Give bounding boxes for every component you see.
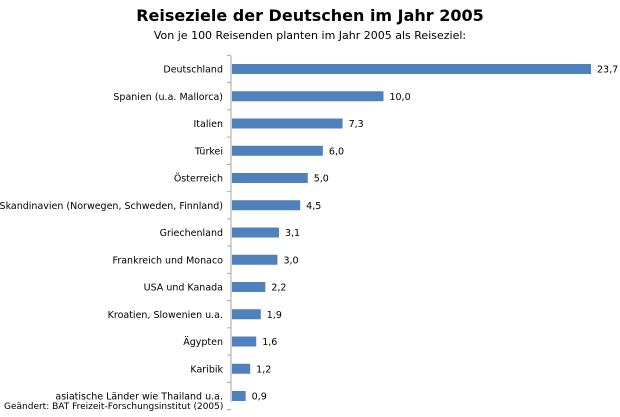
bar — [232, 282, 266, 292]
data-label: 3,1 — [285, 228, 300, 239]
data-label: 7,3 — [349, 119, 364, 130]
data-label: 5,0 — [314, 174, 329, 185]
category-label: Italien — [194, 119, 224, 130]
data-label: 1,9 — [267, 310, 282, 321]
bar — [232, 145, 323, 156]
category-label: Griechenland — [160, 228, 223, 239]
bar — [232, 64, 591, 74]
data-label: 1,6 — [262, 337, 277, 348]
category-label: Deutschland — [163, 65, 223, 76]
bar — [232, 363, 251, 374]
bar — [232, 200, 301, 211]
bar — [232, 118, 343, 129]
category-label: Kroatien, Slowenien u.a. — [108, 310, 223, 321]
bar — [232, 336, 257, 347]
category-label: Türkei — [194, 146, 223, 157]
bar — [232, 173, 308, 183]
category-label: Ägypten — [183, 337, 223, 348]
chart-subtitle: Von je 100 Reisenden planten im Jahr 200… — [153, 29, 467, 42]
data-label: 10,0 — [389, 92, 410, 103]
bar — [232, 227, 279, 238]
category-label: Skandinavien (Norwegen, Schweden, Finnla… — [0, 201, 223, 212]
category-label: Österreich — [174, 174, 223, 185]
category-label: Frankreich und Monaco — [113, 255, 224, 266]
data-label: 1,2 — [256, 364, 271, 375]
category-label: Spanien (u.a. Mallorca) — [113, 92, 223, 103]
category-label: USA und Kanada — [144, 283, 223, 294]
category-label: asiatische Länder wie Thailand u.a. — [55, 392, 223, 403]
source-note: Geändert: BAT Freizeit-Forschungsinstitu… — [4, 402, 224, 412]
data-label: 6,0 — [329, 146, 344, 157]
data-label: 23,7 — [597, 65, 618, 76]
bar — [232, 391, 246, 401]
data-label: 4,5 — [306, 201, 321, 212]
category-label: Karibik — [190, 364, 223, 375]
data-label: 2,2 — [271, 283, 286, 294]
data-label: 3,0 — [283, 255, 298, 266]
data-label: 0,9 — [252, 392, 267, 403]
chart-title: Reiseziele der Deutschen im Jahr 2005 — [136, 6, 484, 25]
bar — [232, 254, 278, 265]
bar — [232, 309, 261, 320]
bar — [232, 91, 384, 102]
